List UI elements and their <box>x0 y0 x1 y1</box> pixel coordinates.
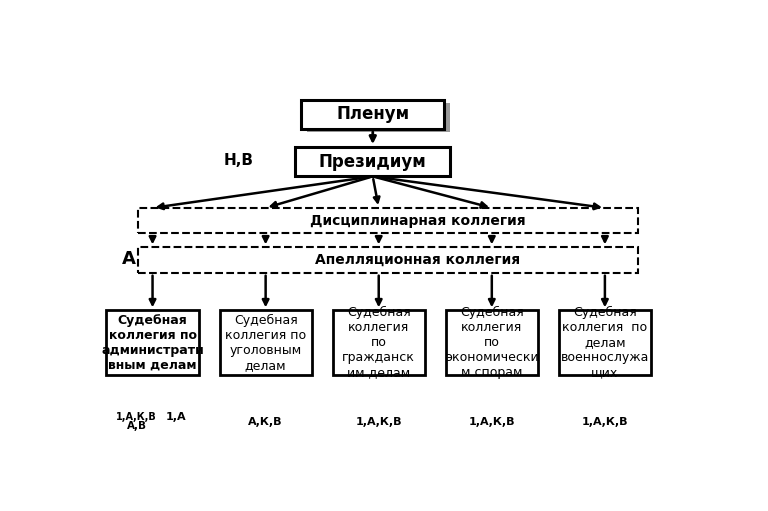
Text: 1,А,К,В: 1,А,К,В <box>581 417 628 427</box>
Text: Н,В: Н,В <box>223 153 254 168</box>
Text: Судебная
коллегия по
администрати
вным делам: Судебная коллегия по администрати вным д… <box>101 314 204 371</box>
Bar <box>220 310 312 375</box>
Bar <box>559 310 651 375</box>
Text: 1,А: 1,А <box>166 412 187 423</box>
Text: 1,А,К,В: 1,А,К,В <box>468 417 515 427</box>
Text: 1,А,К,В: 1,А,К,В <box>356 417 402 427</box>
Bar <box>107 310 199 375</box>
Bar <box>301 100 444 129</box>
Bar <box>137 247 637 273</box>
Text: А,В: А,В <box>127 422 147 431</box>
Text: Пленум: Пленум <box>336 105 409 124</box>
Text: Судебная
коллегия
по
экономически
м спорам: Судебная коллегия по экономически м спор… <box>445 306 538 379</box>
Bar <box>296 147 450 176</box>
Text: Президиум: Президиум <box>319 153 427 171</box>
Bar <box>445 310 538 375</box>
Text: Судебная
коллегия
по
гражданск
им делам: Судебная коллегия по гражданск им делам <box>343 306 415 379</box>
Bar <box>137 208 637 234</box>
Text: Судебная
коллегия по
уголовным
делам: Судебная коллегия по уголовным делам <box>225 314 306 371</box>
Text: Дисциплинарная коллегия: Дисциплинарная коллегия <box>310 214 525 228</box>
Text: Судебная
коллегия  по
делам
военнослужа
щих: Судебная коллегия по делам военнослужа щ… <box>561 306 649 379</box>
Bar <box>307 103 450 132</box>
Bar <box>333 310 425 375</box>
Text: А,К,В: А,К,В <box>248 417 283 427</box>
Text: 1,А,К,В: 1,А,К,В <box>116 412 157 423</box>
Text: А: А <box>122 250 136 268</box>
Text: Апелляционная коллегия: Апелляционная коллегия <box>315 253 520 267</box>
